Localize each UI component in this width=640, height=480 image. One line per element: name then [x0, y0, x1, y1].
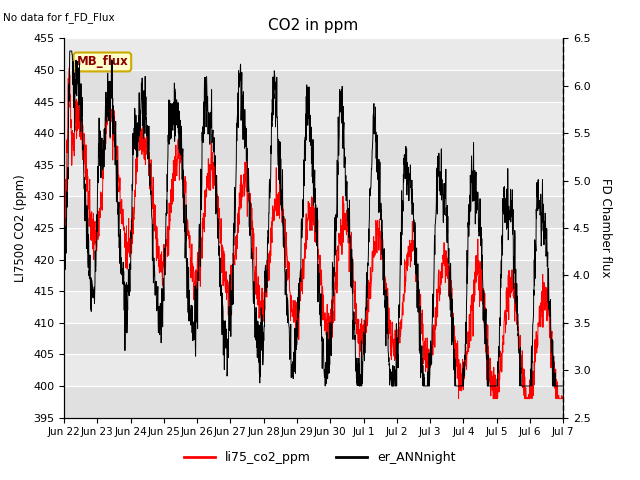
Legend: li75_co2_ppm, er_ANNnight: li75_co2_ppm, er_ANNnight — [179, 446, 461, 469]
Bar — [64, 386, 563, 418]
Bar — [64, 165, 563, 196]
Bar — [64, 323, 563, 354]
Y-axis label: LI7500 CO2 (ppm): LI7500 CO2 (ppm) — [15, 174, 28, 282]
Y-axis label: FD Chamber flux: FD Chamber flux — [598, 178, 611, 278]
Bar — [64, 260, 563, 291]
Bar — [64, 133, 563, 165]
Bar — [64, 196, 563, 228]
Bar — [64, 70, 563, 102]
Text: MB_flux: MB_flux — [77, 56, 128, 69]
Bar — [64, 291, 563, 323]
Bar — [64, 102, 563, 133]
Title: CO2 in ppm: CO2 in ppm — [268, 18, 359, 33]
Bar — [64, 38, 563, 70]
Bar — [64, 354, 563, 386]
Text: No data for f_FD_Flux: No data for f_FD_Flux — [3, 12, 115, 23]
Bar — [64, 228, 563, 260]
